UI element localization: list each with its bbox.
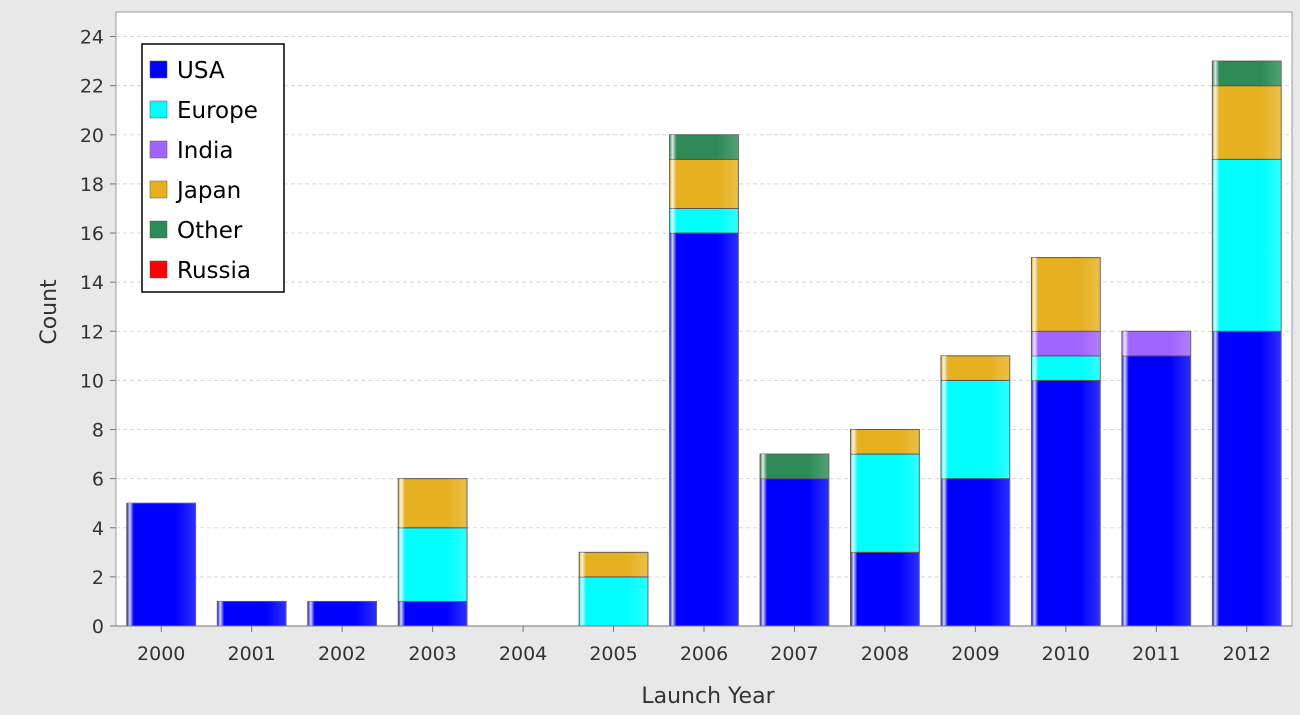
x-tick-label: 2000 xyxy=(137,643,185,665)
y-tick-label: 2 xyxy=(92,567,104,589)
bar-segment-shine xyxy=(669,233,739,627)
bar-segment-shine xyxy=(760,454,829,479)
x-axis-title: Launch Year xyxy=(641,684,775,709)
legend-label: Europe xyxy=(177,98,258,124)
y-tick-label: 0 xyxy=(92,616,104,638)
bar-segment-shine xyxy=(850,454,920,553)
bar-segment-shine xyxy=(1212,85,1282,160)
bar-segment-shine xyxy=(1121,355,1191,626)
bar-segment-shine xyxy=(1031,257,1101,332)
y-tick-label: 16 xyxy=(80,223,104,245)
bar-segment-shine xyxy=(398,527,467,602)
x-tick-label: 2005 xyxy=(589,643,637,665)
x-tick-label: 2007 xyxy=(770,643,818,665)
y-tick-label: 20 xyxy=(80,125,104,147)
legend-swatch xyxy=(149,140,168,159)
bar-segment-shine xyxy=(850,429,920,455)
bar-segment-shine xyxy=(669,208,739,234)
legend-swatch xyxy=(149,260,168,279)
x-tick-label: 2006 xyxy=(680,643,728,665)
x-tick-label: 2004 xyxy=(499,643,547,665)
y-tick-label: 18 xyxy=(80,174,104,196)
y-tick-label: 10 xyxy=(80,370,104,392)
x-tick-label: 2002 xyxy=(318,643,366,665)
bar-segment-shine xyxy=(1031,331,1101,356)
bar-segment-shine xyxy=(941,380,1010,479)
bar-segment-shine xyxy=(1212,61,1282,86)
bar-segment-shine xyxy=(941,478,1010,626)
legend-swatch xyxy=(149,60,168,79)
legend-swatch xyxy=(149,100,168,119)
y-tick-label: 6 xyxy=(92,469,104,491)
bar-segment-shine xyxy=(1212,331,1282,626)
bar-segment-shine xyxy=(1031,355,1101,381)
bar-segment-shine xyxy=(579,552,648,577)
x-tick-label: 2008 xyxy=(861,643,909,665)
legend-label: Russia xyxy=(177,258,251,284)
bars xyxy=(126,60,1282,627)
y-tick-label: 24 xyxy=(80,27,104,49)
bar-segment-shine xyxy=(669,134,739,160)
y-tick-label: 14 xyxy=(80,272,104,294)
bar-segment-shine xyxy=(669,159,739,209)
x-tick-label: 2010 xyxy=(1042,643,1090,665)
bar-segment-shine xyxy=(760,478,829,626)
bar-segment-shine xyxy=(126,503,196,626)
bar-segment-shine xyxy=(1212,159,1282,332)
y-tick-label: 22 xyxy=(80,76,104,98)
bar-segment-shine xyxy=(1031,380,1101,626)
legend-box xyxy=(141,43,285,293)
bar-segment-shine xyxy=(941,355,1010,381)
legend-swatch xyxy=(149,220,168,239)
x-tick-label: 2009 xyxy=(951,643,999,665)
legend-label: Japan xyxy=(175,178,241,204)
y-tick-label: 12 xyxy=(80,321,104,343)
bar-segment-shine xyxy=(1121,331,1191,356)
y-tick-label: 8 xyxy=(92,420,104,442)
bar-segment-shine xyxy=(579,576,648,626)
bar-segment-shine xyxy=(850,552,920,626)
legend-label: Other xyxy=(177,218,243,244)
bar-segment-shine xyxy=(217,601,287,626)
y-axis-title: Count xyxy=(37,279,62,345)
bar-segment-shine xyxy=(398,601,467,626)
bar-segment-shine xyxy=(398,478,467,528)
legend-swatch xyxy=(149,180,168,199)
legend-label: USA xyxy=(177,58,225,84)
y-tick-label: 4 xyxy=(92,518,104,540)
x-tick-label: 2001 xyxy=(228,643,276,665)
legend-label: India xyxy=(177,138,233,164)
legend: USA Europe India Japan Other Russia xyxy=(141,43,285,293)
x-tick-label: 2012 xyxy=(1223,643,1271,665)
bar-segment-shine xyxy=(307,601,377,626)
x-tick-label: 2011 xyxy=(1132,643,1180,665)
x-tick-label: 2003 xyxy=(408,643,456,665)
x-axis: 2000 2001 2002 2003 2004 2005 2006 2007 2008 2009… xyxy=(116,625,1292,665)
